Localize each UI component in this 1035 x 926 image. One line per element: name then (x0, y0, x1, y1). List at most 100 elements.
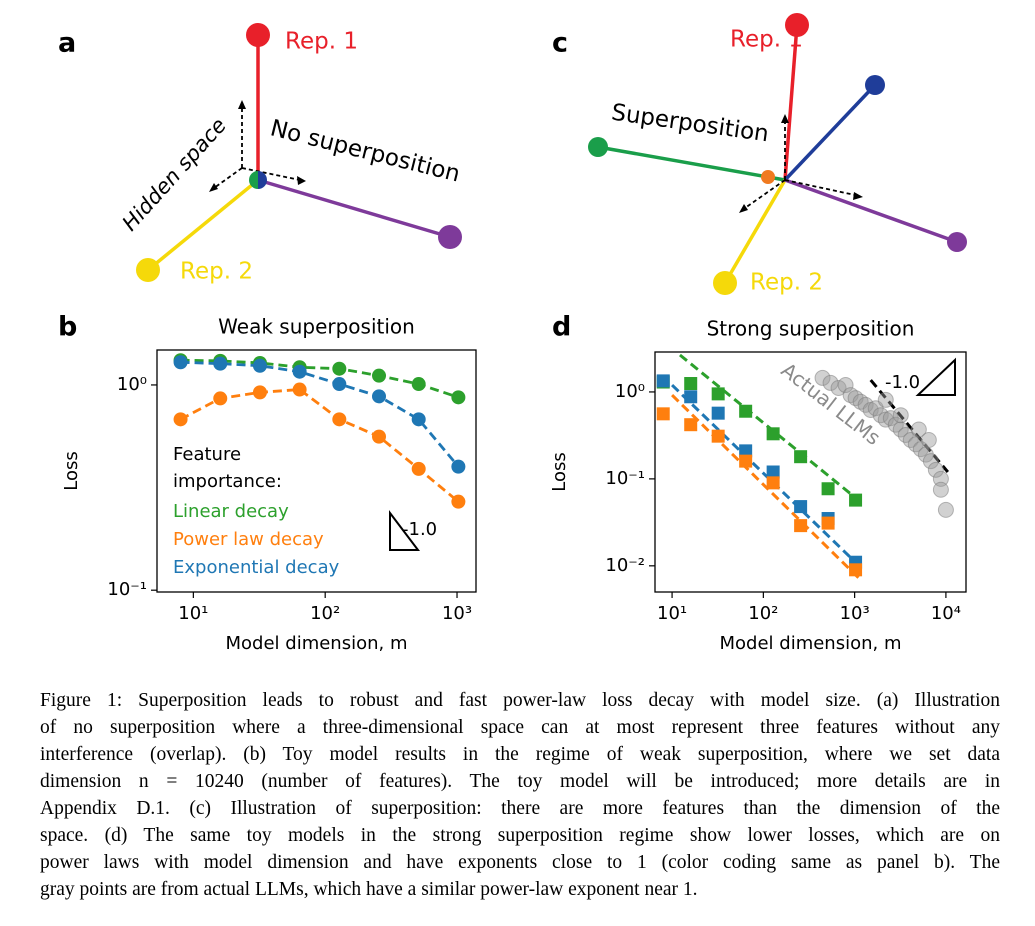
x-tick-label: 10² (748, 603, 778, 624)
fit-line (671, 383, 860, 567)
y-axis-label: Loss (61, 451, 82, 490)
panel-letter: c (552, 28, 568, 59)
figure: a b c d Rep. 1 Rep. 2 Hidden space No su… (58, 13, 967, 654)
legend-title: Feature (173, 444, 241, 465)
marker (656, 374, 670, 388)
dot (761, 170, 775, 184)
y-tick-label: 10⁻¹ (107, 579, 147, 600)
marker (794, 500, 808, 514)
marker (656, 407, 670, 421)
arrowheads (739, 114, 863, 213)
dot (713, 271, 737, 295)
marker (173, 355, 188, 370)
marker (332, 412, 347, 427)
marker (711, 406, 725, 420)
marker (887, 416, 904, 433)
marker (739, 404, 753, 418)
marker (213, 391, 228, 406)
axes-frame (654, 351, 967, 593)
marker (451, 390, 466, 405)
y-tick-label: 10⁻¹ (605, 468, 645, 489)
dot (258, 171, 267, 189)
marker (252, 358, 267, 373)
y-tick-label: 10⁻² (605, 555, 645, 576)
vector (784, 178, 958, 244)
label: Rep. 1 (285, 29, 358, 55)
legend-title: importance: (173, 471, 282, 492)
chart-title: Weak superposition (218, 315, 415, 339)
marker (922, 453, 939, 470)
plot-area (173, 353, 466, 509)
dot (588, 137, 608, 157)
x-tick-label: 10³ (442, 603, 472, 624)
vector (597, 145, 786, 182)
arrowheads (209, 100, 306, 192)
marker (849, 563, 863, 577)
caption-line: of no superposition where a three-dimens… (40, 717, 1000, 738)
caption-line: Appendix D.1. (c) Illustration of superp… (40, 798, 1000, 819)
marker (837, 377, 854, 394)
dot (947, 232, 967, 252)
marker (794, 519, 808, 533)
legend-entry: Linear decay (173, 501, 289, 522)
marker (739, 444, 753, 458)
caption-line: dimension n = 10240 (number of features)… (40, 771, 1000, 792)
x-axis-label: Model dimension, m (720, 633, 902, 654)
fit-line (869, 379, 949, 473)
marker (372, 389, 387, 404)
caption-line: interference (overlap). (b) Toy model re… (40, 744, 1000, 765)
x-tick-label: 10⁴ (931, 603, 961, 624)
marker (910, 421, 927, 438)
marker (173, 412, 188, 427)
x-axis-label: Model dimension, m (226, 633, 408, 654)
legend-entry: Exponential decay (173, 557, 340, 578)
marker (292, 382, 307, 397)
marker (821, 516, 835, 530)
marker (877, 391, 894, 408)
marker (794, 450, 808, 464)
x-tick-label: 10³ (840, 603, 870, 624)
vector (723, 179, 787, 284)
marker (902, 432, 919, 449)
marker (937, 501, 954, 518)
caption-line: gray points are from actual LLMs, which … (40, 879, 698, 900)
marker (872, 407, 889, 424)
slope-triangle (389, 510, 421, 551)
marker (920, 432, 937, 449)
marker (252, 385, 267, 400)
slope-label: -1.0 (885, 372, 920, 393)
x-tick-label: 10¹ (178, 603, 208, 624)
marker (711, 429, 725, 443)
chart-title: Strong superposition (707, 317, 915, 341)
fit-line (671, 394, 860, 579)
y-axis-label: Loss (549, 452, 570, 491)
x-tick-label: 10² (310, 603, 340, 624)
marker (411, 461, 426, 476)
marker (372, 368, 387, 383)
axes-arrows (213, 108, 301, 189)
marker (932, 470, 949, 487)
y-tick-label: 10⁰ (615, 381, 645, 402)
marker (711, 387, 725, 401)
vector (783, 83, 877, 182)
marker (766, 465, 780, 479)
label: Rep. 1 (730, 27, 803, 53)
marker (213, 356, 228, 371)
panel-letters: a b c d (58, 28, 571, 343)
panel-letter: b (58, 312, 77, 343)
marker (814, 369, 831, 386)
caption-line: space. (d) The same toy models in the st… (40, 825, 1000, 846)
vector (783, 24, 799, 181)
vector (146, 178, 260, 272)
dot (249, 171, 258, 189)
marker (411, 412, 426, 427)
caption-line: power laws with model dimension and have… (40, 852, 1000, 873)
label: Rep. 2 (180, 259, 253, 285)
marker (292, 364, 307, 379)
y-tick-label: 10⁰ (117, 374, 147, 395)
axes-arrows (744, 122, 856, 209)
label: Superposition (610, 100, 771, 148)
dot (136, 258, 160, 282)
marker (849, 493, 863, 507)
diagram-c: Rep. 1 Rep. 2 Superposition (588, 13, 967, 296)
